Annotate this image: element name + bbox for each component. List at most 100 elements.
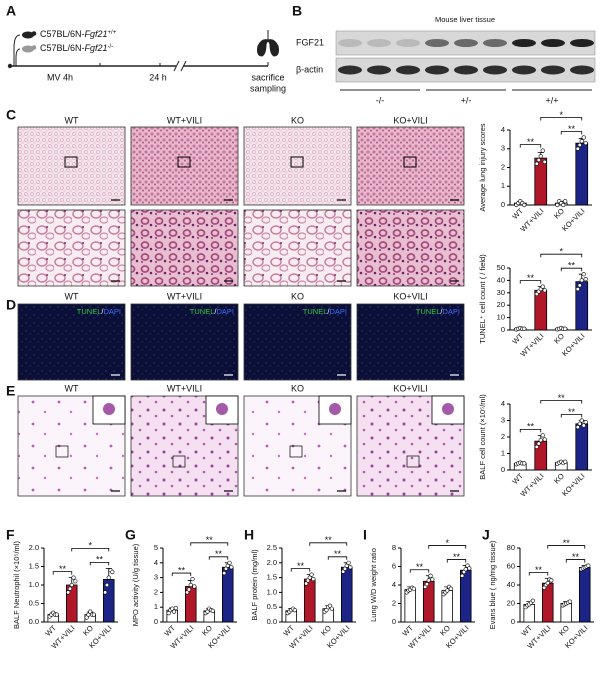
blot-band [367,65,391,75]
zoom-box [403,156,417,168]
data-point [292,608,297,613]
significance-label: ** [563,538,571,548]
x-tick-label: KO [438,623,452,637]
group-label: WT+VILI [167,291,202,301]
group-label: KO+VILI [393,291,427,301]
cell [103,403,115,415]
y-tick-label: 1.5 [267,573,277,582]
significance-bracket [71,547,110,552]
blot-band [367,39,391,47]
data-point [344,563,349,568]
data-point [66,590,71,595]
data-point [536,441,541,446]
y-tick-label: 0 [501,200,505,209]
x-tick-label: KO [552,206,566,220]
y-tick-label: 1 [154,602,158,611]
y-tick-label: 50 [497,263,505,272]
group-label: WT [65,115,79,125]
data-point [222,571,227,576]
blot-band [338,65,362,75]
mouse-icon [22,45,34,53]
strain-prefix: C57BL/6N- [40,29,85,39]
data-point [225,563,230,568]
blot-band [570,39,594,47]
significance-bracket [540,253,583,258]
y-tick-label: 0.5 [29,598,39,607]
timeline-end: sacrifice [251,72,284,82]
bracket [15,48,21,66]
blot-band [338,39,362,47]
data-point [428,573,433,578]
data-point [67,586,73,591]
y-tick-label: 0 [392,617,396,626]
y-tick-label: 1 [501,181,505,190]
data-point [581,423,586,428]
significance-label: ** [572,552,580,562]
y-tick-label: 0 [501,465,505,474]
data-point [577,421,582,426]
data-point [567,599,572,604]
blot-band [425,39,449,47]
data-point [445,588,450,593]
data-point [305,578,311,583]
significance-label: ** [59,564,67,574]
y-tick-label: 40 [497,275,505,284]
y-axis-label: Evans blue ( ng/mg tissue) [488,540,497,629]
data-point [534,444,539,450]
blot-band [541,65,565,75]
y-tick-label: 2.5 [267,543,277,552]
stain-part: DAPI [442,307,460,316]
data-point [309,572,314,577]
significance-bracket [560,267,583,272]
y-tick-label: 2 [154,587,158,596]
significance-label: ** [297,561,305,571]
data-point [545,581,550,586]
bar [575,142,589,206]
x-tick-label: KO [200,623,214,637]
micrograph [356,303,465,381]
y-tick-label: 0 [501,325,505,334]
y-tick-label: 80 [507,543,515,552]
group-label: WT [65,291,79,301]
data-point [579,139,584,144]
data-point [540,284,545,289]
stain-label: TUNEL/DAPI [303,307,347,316]
strain-gene: Fgf21 [85,29,108,39]
blot-group-label: +/+ [545,95,558,105]
group-label: WT [65,383,79,393]
y-tick-label: 4 [392,580,396,589]
y-tick-label: 3 [501,415,505,424]
timeline-end: sampling [250,83,286,93]
data-point [327,603,333,608]
blot-band [512,65,536,75]
y-tick-label: 20 [507,598,515,607]
data-point [536,157,541,163]
x-tick-label: WT [510,331,525,346]
y-tick-label: 1.5 [29,561,39,570]
x-tick-label: KO [552,471,566,485]
group-label: KO+VILI [393,383,427,393]
micrograph [17,303,126,381]
panel-label: G [125,527,136,543]
significance-label: ** [178,565,186,575]
bracket [13,34,21,66]
data-point [106,575,111,580]
y-tick-label: 4 [501,399,505,408]
significance-bracket [208,556,229,560]
micrograph [17,209,126,287]
y-tick-label: 2.0 [29,543,39,552]
cell [216,403,228,415]
y-tick-label: 40 [507,580,515,589]
data-point [304,581,309,586]
data-point [190,576,195,582]
y-tick-label: 3 [154,573,158,582]
y-tick-label: 8 [392,543,396,552]
blot-group-label: +/- [461,95,472,105]
x-tick-label: KO+VILI [560,331,587,358]
data-point [542,159,547,164]
y-tick-label: 1.0 [29,580,39,589]
blot-row-label: FGF21 [296,37,324,47]
blot-group-label: -/- [376,95,385,105]
data-point [71,575,76,580]
zoom-box [290,156,304,168]
